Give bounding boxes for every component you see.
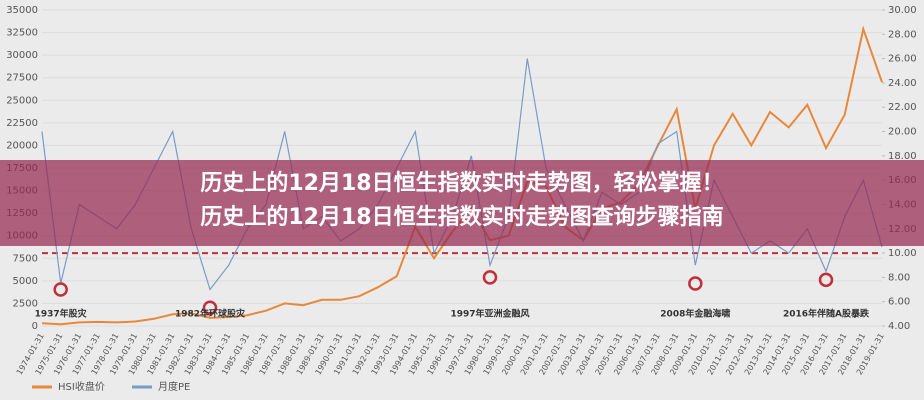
annotation-marker [53, 282, 68, 297]
title-band [0, 160, 924, 246]
y-tick-label: 27500 [6, 73, 38, 84]
y-tick-label: 22500 [6, 118, 38, 129]
y-tick-label: 30000 [6, 50, 38, 61]
legend-label: HSI收盘价 [58, 380, 105, 393]
y2-tick-label: 10.00 [888, 248, 917, 259]
y2-tick-label: 18.00 [888, 151, 917, 162]
annotation-label: 2008年金融海啸 [660, 308, 730, 320]
y2-tick-label: 8.00 [888, 272, 910, 283]
y-tick-label: 35000 [6, 5, 38, 16]
annotation-label: 1997年亚洲金融风 [450, 308, 529, 320]
y-tick-label: 0 [32, 321, 38, 332]
annotation-marker [202, 300, 218, 316]
annotation-label: 1937年股灾 [35, 308, 88, 320]
chart-title: 历史上的12月18日恒生指数实时走势图，轻松掌握！历史上的12月18日恒生指数实… [200, 170, 723, 230]
y-tick-label: 25000 [6, 95, 38, 106]
annotation-marker [818, 272, 834, 288]
y2-tick-label: 28.00 [888, 29, 917, 40]
y2-tick-label: 6.00 [888, 297, 910, 308]
legend-label: 月度PE [158, 380, 190, 393]
annotation-label: 2016年伴随A股暴跌 [783, 308, 870, 320]
y-tick-label: 20000 [6, 140, 38, 151]
annotation-marker [482, 270, 498, 285]
y2-tick-label: 22.00 [888, 102, 917, 113]
y2-tick-label: 20.00 [888, 127, 917, 138]
y-tick-label: 2500 [13, 298, 38, 309]
annotation-marker [688, 276, 703, 291]
y2-tick-label: 26.00 [888, 54, 917, 65]
y-tick-label: 7500 [13, 253, 38, 264]
annotation-label: 1982年环球股灾 [175, 308, 246, 320]
y2-tick-label: 4.00 [888, 321, 910, 332]
y2-tick-label: 30.00 [888, 5, 917, 16]
y-tick-label: 32500 [6, 28, 38, 39]
y-tick-label: 5000 [13, 276, 38, 287]
y2-tick-label: 24.00 [888, 78, 917, 89]
